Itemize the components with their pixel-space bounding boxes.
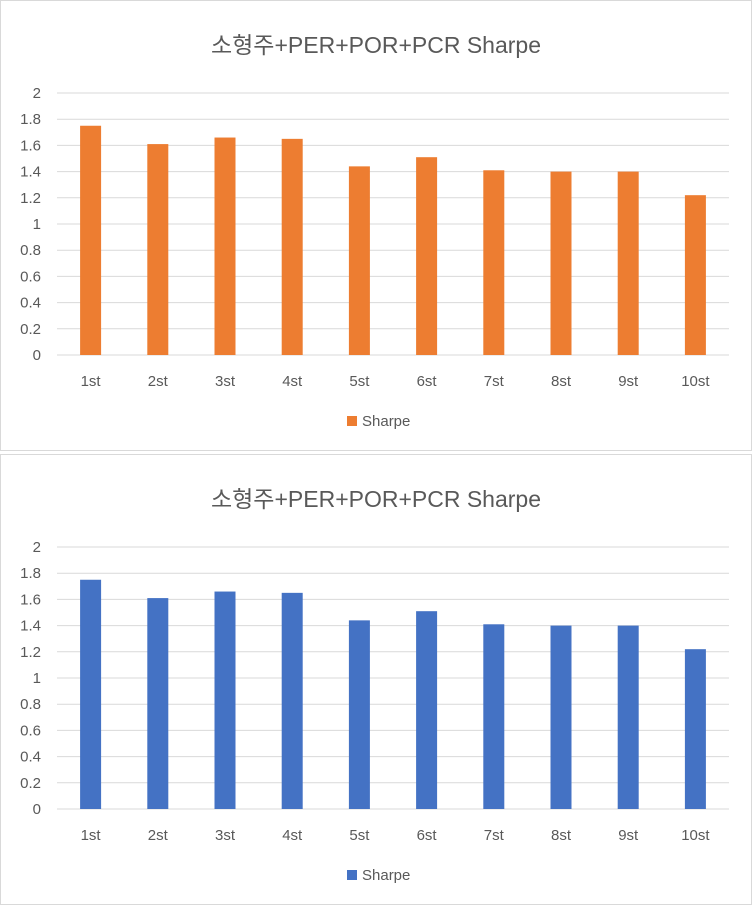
y-tick-label: 0.6 <box>20 722 41 739</box>
x-tick-label: 9st <box>618 827 639 844</box>
x-tick-label: 6st <box>417 373 438 390</box>
chart-title: 소형주+PER+POR+PCR Sharpe <box>211 486 541 512</box>
y-tick-label: 0.2 <box>20 775 41 792</box>
y-tick-label: 2 <box>33 539 41 556</box>
bar <box>684 195 706 355</box>
bar <box>281 592 303 809</box>
x-tick-label: 2st <box>148 373 169 390</box>
y-tick-label: 1.2 <box>20 190 41 207</box>
x-tick-label: 3st <box>215 827 236 844</box>
bar <box>416 611 438 809</box>
x-tick-label: 8st <box>551 827 572 844</box>
y-tick-label: 1 <box>33 670 41 687</box>
x-tick-label: 4st <box>282 827 303 844</box>
y-tick-label: 0 <box>33 347 41 364</box>
bar <box>617 171 639 355</box>
x-tick-label: 9st <box>618 373 639 390</box>
x-tick-label: 8st <box>551 373 572 390</box>
bar <box>416 157 438 355</box>
x-tick-label: 2st <box>148 827 169 844</box>
bar <box>281 138 303 355</box>
y-tick-label: 0.2 <box>20 321 41 338</box>
y-tick-label: 1.6 <box>20 137 41 154</box>
bar <box>550 625 572 809</box>
bar <box>214 137 236 355</box>
y-tick-label: 1.4 <box>20 164 41 181</box>
y-tick-label: 1.8 <box>20 565 41 582</box>
y-tick-label: 0 <box>33 801 41 818</box>
x-tick-label: 10st <box>681 373 710 390</box>
y-tick-label: 1 <box>33 216 41 233</box>
bar <box>348 166 370 355</box>
y-tick-label: 1.8 <box>20 111 41 128</box>
y-tick-label: 0.4 <box>20 749 41 766</box>
x-tick-label: 7st <box>484 373 505 390</box>
bar <box>483 170 505 355</box>
bar <box>80 579 102 809</box>
x-tick-label: 3st <box>215 373 236 390</box>
legend-label: Sharpe <box>362 413 410 430</box>
x-tick-label: 10st <box>681 827 710 844</box>
x-tick-label: 1st <box>81 373 102 390</box>
bar <box>147 598 169 809</box>
legend-swatch <box>347 870 357 880</box>
y-tick-label: 0.8 <box>20 242 41 259</box>
x-tick-label: 7st <box>484 827 505 844</box>
chart-panel-bottom: 소형주+PER+POR+PCR Sharpe 0 0.2 0.4 0.6 0.8 1 1.2… <box>0 454 752 905</box>
y-tick-label: 0.8 <box>20 696 41 713</box>
bar <box>684 649 706 809</box>
y-tick-label: 1.6 <box>20 591 41 608</box>
bar <box>348 620 370 809</box>
y-tick-label: 1.2 <box>20 644 41 661</box>
x-tick-label: 6st <box>417 827 438 844</box>
y-tick-label: 0.4 <box>20 295 41 312</box>
bar <box>147 144 169 355</box>
bar <box>214 591 236 809</box>
bar <box>550 171 572 355</box>
chart-panel-top: 소형주+PER+POR+PCR Sharpe 0 0.2 0.4 0.6 0.8 1 1.2… <box>0 0 752 451</box>
bar <box>80 125 102 355</box>
x-tick-label: 5st <box>349 373 370 390</box>
chart-title: 소형주+PER+POR+PCR Sharpe <box>211 32 541 58</box>
y-tick-label: 2 <box>33 85 41 102</box>
legend-label: Sharpe <box>362 867 410 884</box>
legend-swatch <box>347 416 357 426</box>
bar <box>483 624 505 809</box>
x-tick-label: 1st <box>81 827 102 844</box>
y-tick-label: 0.6 <box>20 268 41 285</box>
bar <box>617 625 639 809</box>
x-tick-label: 5st <box>349 827 370 844</box>
bar-chart-top: 소형주+PER+POR+PCR Sharpe 0 0.2 0.4 0.6 0.8 1 1.2… <box>20 32 729 430</box>
x-tick-label: 4st <box>282 373 303 390</box>
y-tick-label: 1.4 <box>20 618 41 635</box>
bar-chart-bottom: 소형주+PER+POR+PCR Sharpe 0 0.2 0.4 0.6 0.8 1 1.2… <box>20 486 729 884</box>
